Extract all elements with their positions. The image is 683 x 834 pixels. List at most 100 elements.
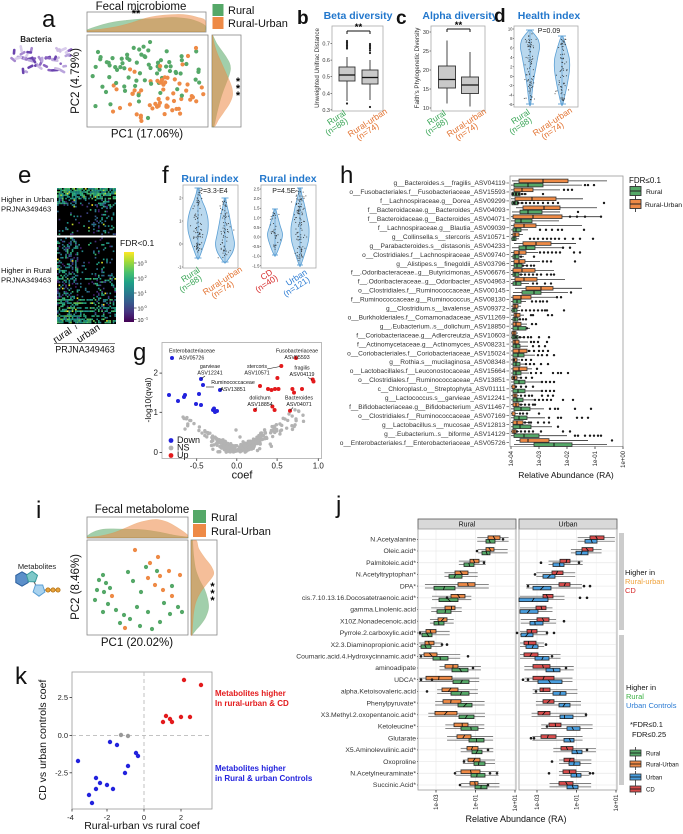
svg-text:1e+01: 1e+01 <box>614 794 620 812</box>
svg-text:10: 10 <box>423 106 429 112</box>
svg-text:f__.Odoribacteraceae..g__Odori: f__.Odoribacteraceae..g__Odoribacter_ASV… <box>358 279 506 286</box>
svg-text:0.7: 0.7 <box>322 42 330 48</box>
svg-text:dolichum: dolichum <box>249 395 271 401</box>
svg-text:0.6: 0.6 <box>322 58 330 64</box>
svg-text:0.0: 0.0 <box>58 731 68 740</box>
svg-text:2.5: 2.5 <box>254 187 260 192</box>
svg-text:CD: CD <box>625 586 636 595</box>
svg-text:Bacteroides: Bacteroides <box>285 395 313 401</box>
svg-text:**: ** <box>455 20 463 31</box>
svg-text:Rural index: Rural index <box>259 173 316 185</box>
svg-text:0.4: 0.4 <box>322 91 330 97</box>
svg-text:PC1 (17.06%): PC1 (17.06%) <box>111 129 183 141</box>
svg-text:X3.Methyl.2.oxopentanoic.acid*: X3.Methyl.2.oxopentanoic.acid* <box>321 712 417 719</box>
svg-text:Up: Up <box>177 450 189 460</box>
svg-text:N.Acetylneuraminate*: N.Acetylneuraminate* <box>350 771 416 778</box>
svg-text:2: 2 <box>179 196 182 201</box>
svg-text:o__Lactobacillales.f__Leuconos: o__Lactobacillales.f__Leuconostocaceae_A… <box>350 368 506 375</box>
svg-text:2: 2 <box>145 274 148 279</box>
svg-text:Down: Down <box>177 435 200 445</box>
svg-text:g: g <box>133 339 146 366</box>
svg-text:Relative Abundance (RA): Relative Abundance (RA) <box>465 814 566 824</box>
svg-text:k: k <box>15 663 28 690</box>
svg-text:CD vs urban controls coef: CD vs urban controls coef <box>37 680 49 801</box>
svg-text:1e+00: 1e+00 <box>621 450 627 468</box>
svg-text:Relative Abundance (RA): Relative Abundance (RA) <box>518 470 614 480</box>
svg-text:PC1 (20.02%): PC1 (20.02%) <box>101 637 173 649</box>
svg-text:Metabolites higher: Metabolites higher <box>215 764 286 773</box>
svg-text:g__.Eubacterium..s__biforme_AS: g__.Eubacterium..s__biforme_ASV14129 <box>384 431 506 438</box>
svg-text:-1: -1 <box>178 265 182 270</box>
svg-text:-4: -4 <box>67 813 74 822</box>
svg-text:ASV05726: ASV05726 <box>179 356 204 362</box>
svg-text:g__Lactococcus.s__garvieae_ASV: g__Lactococcus.s__garvieae_ASV12241 <box>385 395 506 402</box>
svg-text:j: j <box>335 492 341 519</box>
svg-text:g__Parabacteroides.s__distason: g__Parabacteroides.s__distasonis_ASV0423… <box>370 243 506 250</box>
svg-text:Rural-Urban: Rural-Urban <box>645 202 682 209</box>
svg-text:f__Ruminococcaceae.g__Ruminoco: f__Ruminococcaceae.g__Ruminococcus_ASV08… <box>351 297 506 304</box>
svg-text:1.0: 1.0 <box>254 215 260 220</box>
svg-text:cis.7.10.13.16.Docosatetraenoi: cis.7.10.13.16.Docosatetraenoic.acid* <box>302 595 416 602</box>
svg-text:Rural: Rural <box>626 692 644 701</box>
svg-text:Rural-urban vs rural coef: Rural-urban vs rural coef <box>84 820 200 832</box>
svg-text:Phenylpyruvate*: Phenylpyruvate* <box>367 700 417 707</box>
svg-text:f__Lachnospiraceae.g__Blautia_: f__Lachnospiraceae.g__Blautia_ASV09039 <box>378 225 506 232</box>
svg-text:Bacteria: Bacteria <box>20 35 52 44</box>
svg-text:0.5: 0.5 <box>254 225 260 230</box>
svg-text:g__Alistipes.s__finegoldii_ASV: g__Alistipes.s__finegoldii_ASV03796 <box>396 261 506 268</box>
svg-text:PRJNA349463: PRJNA349463 <box>55 345 115 355</box>
svg-text:Beta diversity: Beta diversity <box>324 10 393 22</box>
svg-text:Fecal microbiome: Fecal microbiome <box>96 1 187 13</box>
svg-text:1e+01: 1e+01 <box>513 794 519 812</box>
svg-text:0: 0 <box>179 242 182 247</box>
svg-text:Rural: Rural <box>646 189 663 196</box>
svg-text:10: 10 <box>138 262 144 268</box>
svg-text:Health index: Health index <box>518 10 581 22</box>
svg-text:Metabolites higher: Metabolites higher <box>215 689 286 698</box>
svg-text:PRJNA349463: PRJNA349463 <box>1 276 51 285</box>
svg-text:X2.3.Diaminopropionic.acid*: X2.3.Diaminopropionic.acid* <box>331 642 417 649</box>
svg-text:fragilis: fragilis <box>294 365 310 371</box>
svg-text:1: 1 <box>179 219 182 224</box>
svg-text:Glutarate: Glutarate <box>388 735 416 742</box>
svg-text:0.0: 0.0 <box>254 235 260 240</box>
svg-text:Higher in Rural: Higher in Rural <box>1 266 52 275</box>
svg-text:b: b <box>297 8 309 29</box>
svg-text:*: * <box>236 76 241 88</box>
svg-text:alpha.Ketoisovaleric.acid: alpha.Ketoisovaleric.acid <box>341 689 416 696</box>
svg-text:g__.Eubacterium..s__dolichum_A: g__.Eubacterium..s__dolichum_ASV18850 <box>380 323 506 330</box>
svg-text:2.0: 2.0 <box>254 196 260 201</box>
svg-text:1e-01: 1e-01 <box>593 450 599 466</box>
svg-text:o__Coriobacteriales.f__Corioba: o__Coriobacteriales.f__Coriobacteriaceae… <box>347 350 506 357</box>
svg-text:10: 10 <box>508 27 513 32</box>
svg-text:PRJNA349463: PRJNA349463 <box>1 205 51 214</box>
svg-text:coef: coef <box>232 470 254 482</box>
svg-text:30: 30 <box>423 30 429 36</box>
svg-text:CD: CD <box>646 788 655 794</box>
svg-text:d: d <box>494 6 506 27</box>
svg-text:aminoadipate: aminoadipate <box>375 665 416 672</box>
svg-text:1: 1 <box>154 408 159 417</box>
svg-text:o__Clostridiales.f__Lachnospir: o__Clostridiales.f__Lachnospiraceae_ASV0… <box>362 252 506 259</box>
svg-text:c__Chloroplast.o__Streptophyta: c__Chloroplast.o__Streptophyta_ASV01111 <box>378 386 506 393</box>
svg-text:4: 4 <box>510 55 513 60</box>
svg-text:-6: -6 <box>509 102 513 107</box>
svg-text:f__Bifidobacteriaceae.g__Bifid: f__Bifidobacteriaceae.g__Bifidobacterium… <box>349 404 506 411</box>
svg-text:0: 0 <box>510 74 513 79</box>
svg-text:1.0: 1.0 <box>313 462 325 471</box>
svg-text:*: * <box>210 581 215 593</box>
svg-text:15: 15 <box>423 87 429 93</box>
svg-text:-1.0: -1.0 <box>252 254 260 259</box>
svg-text:1e-03: 1e-03 <box>537 450 543 466</box>
svg-text:c: c <box>396 8 407 29</box>
svg-text:Rural-Urban: Rural-Urban <box>211 526 271 538</box>
svg-text:-0.5: -0.5 <box>190 462 204 471</box>
svg-text:*FDR≤0.1: *FDR≤0.1 <box>630 720 663 729</box>
svg-text:0.0: 0.0 <box>231 462 243 471</box>
svg-text:PC2 (8.46%): PC2 (8.46%) <box>70 554 82 620</box>
svg-text:a: a <box>42 6 56 33</box>
svg-text:FDR<0.1: FDR<0.1 <box>120 238 155 248</box>
svg-text:-log10(qval): -log10(qval) <box>143 377 153 422</box>
svg-text:Ketoleucine*: Ketoleucine* <box>378 724 417 731</box>
svg-text:-0.5: -0.5 <box>252 244 260 249</box>
